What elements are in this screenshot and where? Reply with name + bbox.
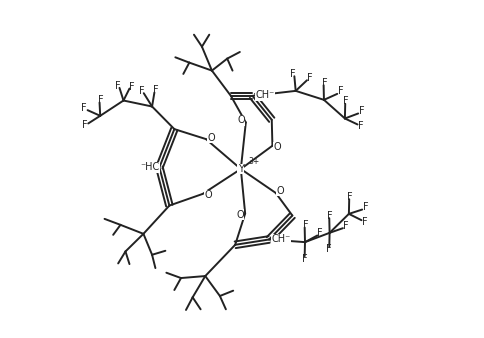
Text: F: F: [325, 244, 331, 255]
Text: F: F: [357, 121, 363, 131]
Text: O: O: [272, 142, 280, 152]
Text: O: O: [236, 210, 243, 220]
Text: F: F: [98, 95, 104, 105]
Text: F: F: [361, 217, 367, 227]
Text: F: F: [337, 86, 343, 96]
Text: Y: Y: [238, 164, 243, 174]
Text: F: F: [321, 77, 327, 88]
Text: F: F: [289, 69, 295, 79]
Text: CH⁻: CH⁻: [255, 90, 274, 100]
Text: F: F: [81, 103, 87, 114]
Text: O: O: [276, 186, 284, 196]
Text: O: O: [204, 190, 212, 200]
Text: F: F: [343, 220, 348, 231]
Text: O: O: [237, 116, 244, 125]
Text: F: F: [306, 73, 312, 82]
Text: O: O: [207, 133, 214, 143]
Text: F: F: [153, 85, 159, 95]
Text: F: F: [327, 211, 333, 220]
Text: F: F: [343, 96, 348, 106]
Text: F: F: [347, 192, 352, 201]
Text: F: F: [301, 254, 306, 264]
Text: F: F: [362, 202, 367, 212]
Text: F: F: [358, 106, 363, 116]
Text: F: F: [317, 228, 322, 238]
Text: 3+: 3+: [248, 157, 259, 166]
Text: F: F: [138, 86, 144, 96]
Text: CH⁻: CH⁻: [271, 235, 290, 244]
Text: F: F: [129, 82, 135, 92]
Text: F: F: [82, 120, 88, 130]
Text: ⁻HC: ⁻HC: [140, 162, 159, 172]
Text: F: F: [114, 81, 120, 91]
Text: F: F: [302, 220, 308, 230]
